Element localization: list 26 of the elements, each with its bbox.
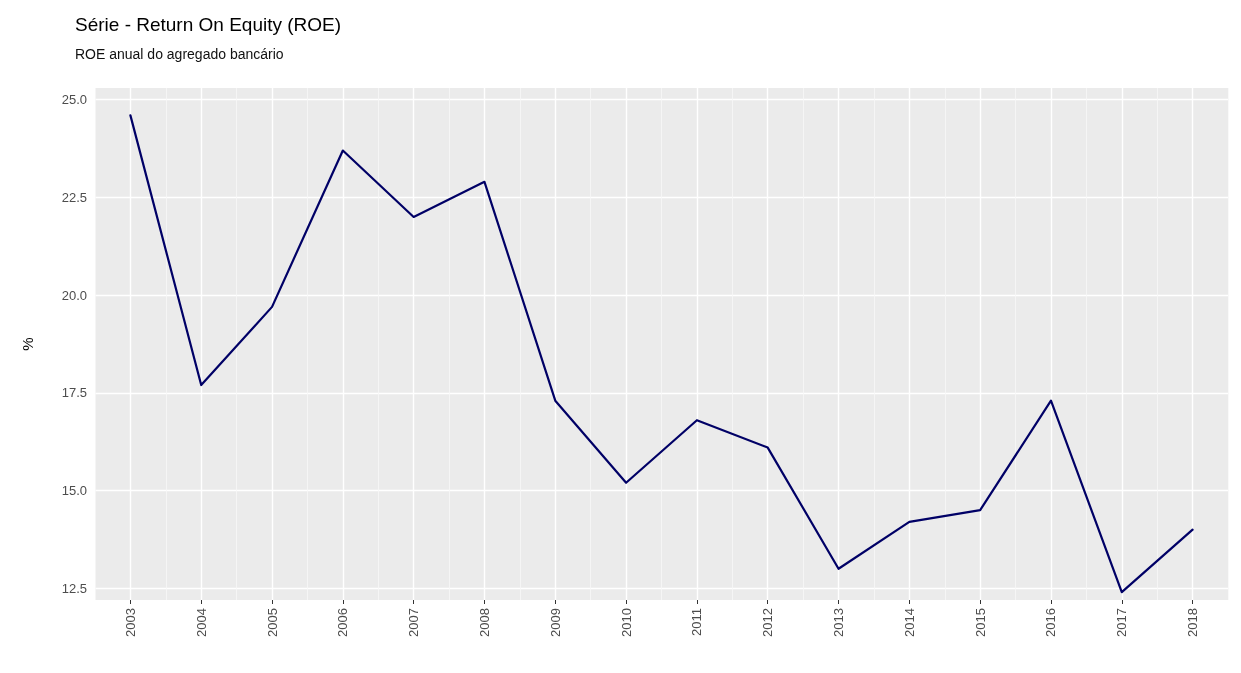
x-tick-label: 2014 <box>901 608 917 637</box>
y-axis-title: % <box>19 337 36 351</box>
x-tick-label: 2008 <box>476 608 492 637</box>
y-tick-label: 17.5 <box>61 385 87 401</box>
chart-subtitle: ROE anual do agregado bancário <box>75 46 284 62</box>
x-tick-label: 2013 <box>831 608 847 637</box>
x-tick-label: 2004 <box>193 608 209 637</box>
x-tick-label: 2015 <box>972 608 988 637</box>
x-tick-label: 2012 <box>760 608 776 637</box>
x-tick-label: 2006 <box>335 608 351 637</box>
x-tick-label: 2010 <box>618 608 634 637</box>
line-series <box>129 114 1194 594</box>
y-tick-label: 15.0 <box>61 483 87 499</box>
x-tick-label: 2011 <box>689 608 705 636</box>
chart-title: Série - Return On Equity (ROE) <box>75 14 342 35</box>
y-tick-label: 12.5 <box>61 580 87 596</box>
x-tick-label: 2003 <box>122 608 138 637</box>
y-tick-label: 20.0 <box>61 287 87 303</box>
x-tick-label: 2018 <box>1185 608 1201 637</box>
x-tick-label: 2009 <box>547 608 563 637</box>
x-tick-label: 2016 <box>1043 608 1059 637</box>
x-tick-label: 2007 <box>406 608 422 637</box>
x-tick-label: 2005 <box>264 608 280 637</box>
y-tick-label: 22.5 <box>61 189 87 205</box>
y-tick-label: 25.0 <box>61 92 87 108</box>
x-tick-label: 2017 <box>1114 608 1130 637</box>
